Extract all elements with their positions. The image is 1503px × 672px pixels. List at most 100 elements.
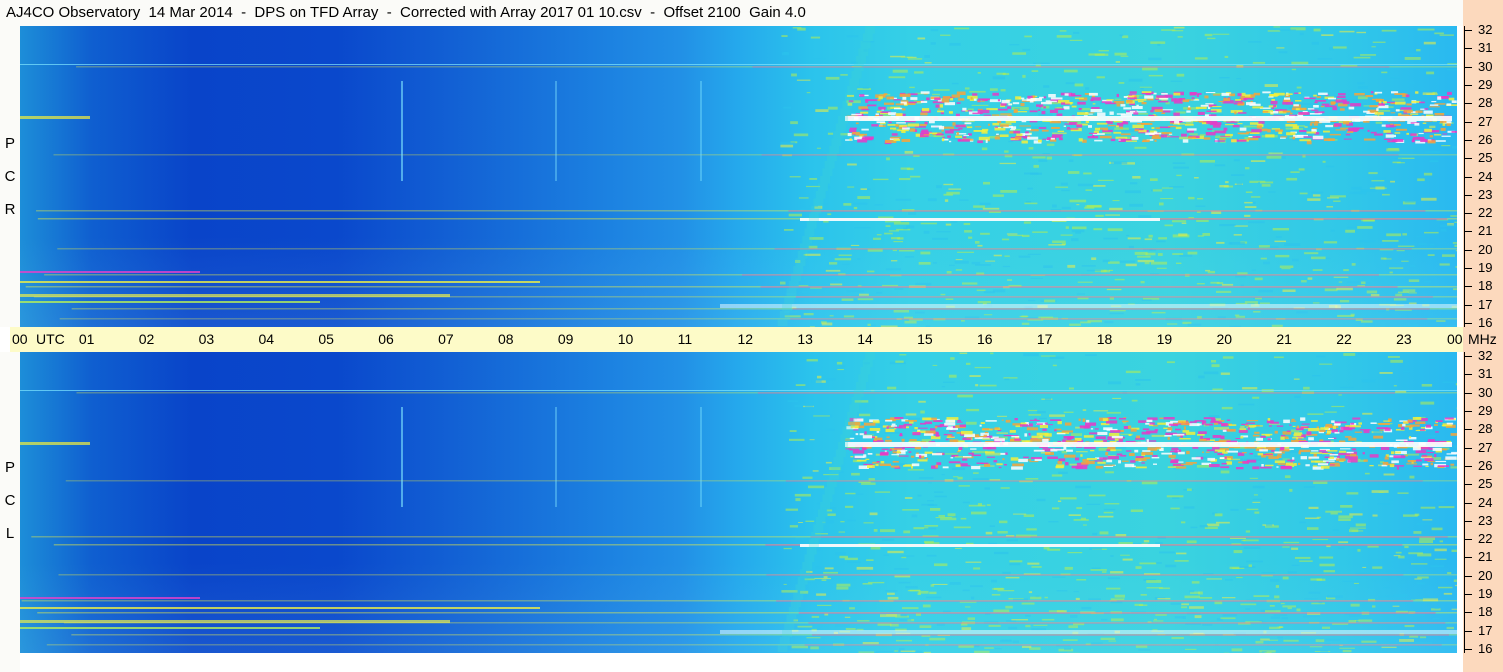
strong-signal-pixel [1175,126,1182,130]
noise-pixel [1060,497,1077,500]
strong-signal-pixel [1017,111,1028,113]
strong-signal-pixel [894,427,897,430]
noise-pixel [1114,98,1122,100]
transition-edge [842,427,853,435]
strong-signal-pixel [1432,447,1442,451]
strong-signal-pixel [1028,423,1033,427]
strong-signal-pixel [907,123,919,127]
rcp-label-letter: R [4,201,16,218]
transition-edge [851,71,862,79]
noise-pixel [1333,276,1349,278]
strong-signal-pixel [1348,106,1355,110]
noise-pixel [1084,206,1095,209]
noise-pixel [1036,498,1046,502]
noise-pixel [1366,290,1378,294]
noise-pixel [1321,34,1334,36]
noise-pixel [1319,556,1334,559]
strong-signal-pixel [1004,452,1008,455]
strong-signal-pixel [893,99,901,101]
noise-pixel [1414,578,1422,580]
noise-pixel [930,42,936,45]
transition-edge [779,637,790,645]
noise-pixel [862,583,873,585]
noise-pixel [867,430,875,433]
noise-pixel [1132,176,1141,179]
noise-pixel [1354,620,1360,622]
strong-signal-pixel [1267,129,1271,133]
noise-pixel [950,357,955,360]
strong-signal-pixel [1144,95,1154,99]
strong-signal-pixel [994,126,998,129]
noise-pixel [1372,41,1386,43]
noise-pixel [1356,247,1365,250]
noise-pixel [1091,567,1101,570]
noise-pixel [821,579,827,581]
strong-signal-pixel [1292,125,1299,129]
frequency-tick-mark [1465,465,1472,467]
noise-pixel [1266,523,1273,527]
strong-signal-pixel [983,434,988,437]
transition-edge [784,622,795,630]
noise-pixel [1024,35,1032,38]
noise-pixel [1325,165,1335,168]
noise-pixel [1274,356,1284,359]
noise-pixel [914,650,923,653]
strong-signal-pixel [1054,428,1062,431]
frequency-tick-mark [1465,520,1472,522]
strong-signal-pixel [1168,133,1173,135]
strong-signal-pixel [1218,439,1231,442]
noise-pixel [870,546,881,550]
strong-signal-pixel [890,127,897,130]
strong-signal-pixel [1273,92,1285,96]
strong-signal-pixel [1323,460,1335,462]
strong-signal-pixel [919,134,929,138]
strong-signal-pixel [1214,449,1225,453]
strong-signal-pixel [1296,425,1299,429]
noise-pixel [933,318,946,321]
strong-signal-pixel [1170,420,1179,423]
noise-pixel [1446,626,1454,630]
noise-pixel [1088,598,1101,601]
transition-edge [844,93,855,101]
strong-signal-pixel [941,99,950,103]
noise-pixel [1081,273,1090,276]
strong-signal-pixel [1142,139,1150,142]
lcp-spectrogram-features [20,352,1457,653]
strong-signal-pixel [1099,457,1108,460]
strong-signal-pixel [1147,447,1157,451]
frequency-tick-label: 30 [1478,58,1493,74]
noise-pixel [1174,560,1189,562]
strong-signal-pixel [1206,449,1215,452]
strong-signal-pixel [847,103,853,106]
noise-pixel [1194,177,1199,179]
strong-signal-pixel [1203,137,1211,140]
strong-signal-pixel [1395,109,1404,111]
noise-pixel [1179,136,1194,140]
noise-pixel [934,563,948,567]
strong-signal-pixel [996,432,1008,434]
strong-signal-pixel [951,454,959,457]
strong-signal-pixel [943,433,953,436]
noise-pixel [802,476,813,479]
noise-pixel [1282,289,1296,292]
strong-signal-pixel [984,431,989,434]
strong-signal-pixel [956,91,966,95]
noise-pixel [1122,558,1133,561]
noise-pixel [879,599,894,602]
strong-signal-pixel [1153,131,1158,134]
noise-pixel [1041,317,1058,320]
noise-pixel [1325,510,1342,513]
noise-pixel [906,167,914,171]
noise-pixel [1170,80,1183,82]
noise-pixel [1453,288,1457,291]
noise-pixel [1186,540,1197,544]
strong-signal-pixel [1212,435,1222,438]
strong-signal-pixel [1102,418,1108,422]
strong-signal-pixel [1291,439,1302,443]
strong-signal-pixel [1429,135,1433,138]
noise-pixel [1216,282,1224,285]
time-tick-label: 06 [378,331,394,347]
noise-pixel [1351,263,1356,266]
noise-pixel [880,614,897,618]
noise-pixel [804,578,815,581]
